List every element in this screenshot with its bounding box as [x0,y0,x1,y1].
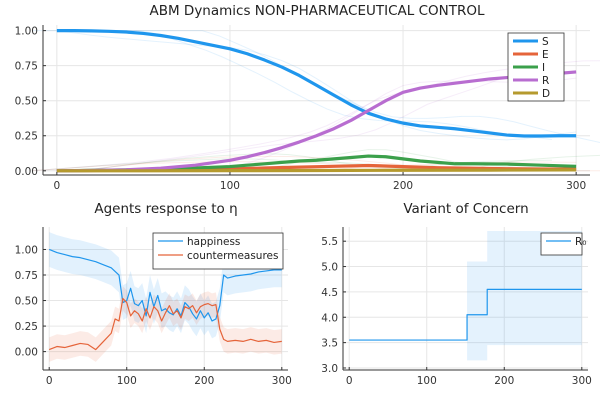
legend-agents: happiness countermeasures [152,232,284,270]
y-tick-label: 0.25 [15,321,38,333]
x-tick-label: 0 [346,375,353,387]
x-tick-label: 200 [194,375,214,387]
y-tick-label: 0.25 [15,131,38,143]
x-tick-label: 0 [54,180,61,192]
x-tick-label: 200 [494,375,514,387]
y-tick-label: 0.75 [15,270,38,282]
chart-title-agents: Agents response to η [94,201,237,217]
legend-label: R₀ [575,236,587,248]
series-line-R₀ [349,288,582,341]
y-tick-label: 0.50 [15,96,38,108]
chart-title-abm: ABM Dynamics NON-PHARMACEUTICAL CONTROL [149,3,484,19]
y-tick-label: 0.50 [15,296,38,308]
ribbon-variant [349,231,582,361]
faint-trajectory [56,77,577,172]
series-line-I [56,154,577,173]
y-tick-label: 3.5 [321,338,338,350]
x-tick-label: 300 [272,375,292,387]
legend-label: countermeasures [187,250,278,262]
confidence-ribbon [49,286,282,362]
series-line-countermeasures [48,297,282,351]
y-tick-label: 4.0 [321,312,338,324]
y-tick-label: 4.5 [321,287,338,299]
legend-label: E [542,49,549,61]
panel-abm-dynamics: ABM Dynamics NON-PHARMACEUTICAL CONTROL … [15,3,600,192]
panel-agents-response: Agents response to η 0 100 200 3000.000.250… [15,201,292,387]
legend-label: R [542,75,549,87]
panel-variant-of-concern: Variant of Concern 0 100 200 300 3.0 3.5 4.0 4.… [321,201,592,387]
legend-box [540,232,583,256]
faint-trajectory [32,65,552,172]
x-tick-label: 300 [572,375,592,387]
chart-title-variant: Variant of Concern [403,201,528,217]
y-tick-label: 3.0 [321,363,338,375]
y-tick-label: 0.75 [15,61,38,73]
faint-trajectory [56,30,577,141]
confidence-ribbon [349,231,582,346]
series-line-happiness [48,248,282,322]
y-tick-label: 5.5 [321,236,338,248]
series-abm [56,29,577,173]
x-tick-label: 200 [393,180,413,192]
series-line-S [56,29,577,138]
y-tick-label: 0.00 [15,347,38,359]
x-tick-label: 100 [117,375,137,387]
x-tick-label: 100 [220,180,240,192]
legend-box [152,232,284,270]
faint-trajectory [32,158,552,172]
legend-label: D [542,88,550,100]
legend-label: happiness [187,236,240,248]
legend-variant: R₀ [540,232,587,256]
series-line-R [56,70,577,173]
x-tick-label: 100 [417,375,437,387]
axes-agents: 0 100 200 300 0.00 0.25 0.50 0.75 1.00 [15,227,292,387]
series-line-D [56,168,577,173]
confidence-ribbon [467,340,488,361]
grid-variant [343,227,588,370]
x-tick-label: 300 [566,180,586,192]
y-tick-label: 5.0 [321,262,338,274]
faint-trajectory [32,30,552,141]
series-agents [48,248,282,351]
legend-label: I [542,62,545,74]
axes-variant: 0 100 200 300 3.0 3.5 4.0 4.5 5.0 5.5 [321,227,592,387]
y-tick-label: 0.00 [15,166,38,178]
y-tick-label: 1.00 [15,244,38,256]
y-tick-label: 1.00 [15,26,38,38]
axes-abm: 0 100 200 300 0.00 0.25 0.50 0.75 1.00 [15,25,590,192]
legend-label: S [542,36,549,48]
series-variant [349,288,582,341]
x-tick-label: 0 [46,375,53,387]
